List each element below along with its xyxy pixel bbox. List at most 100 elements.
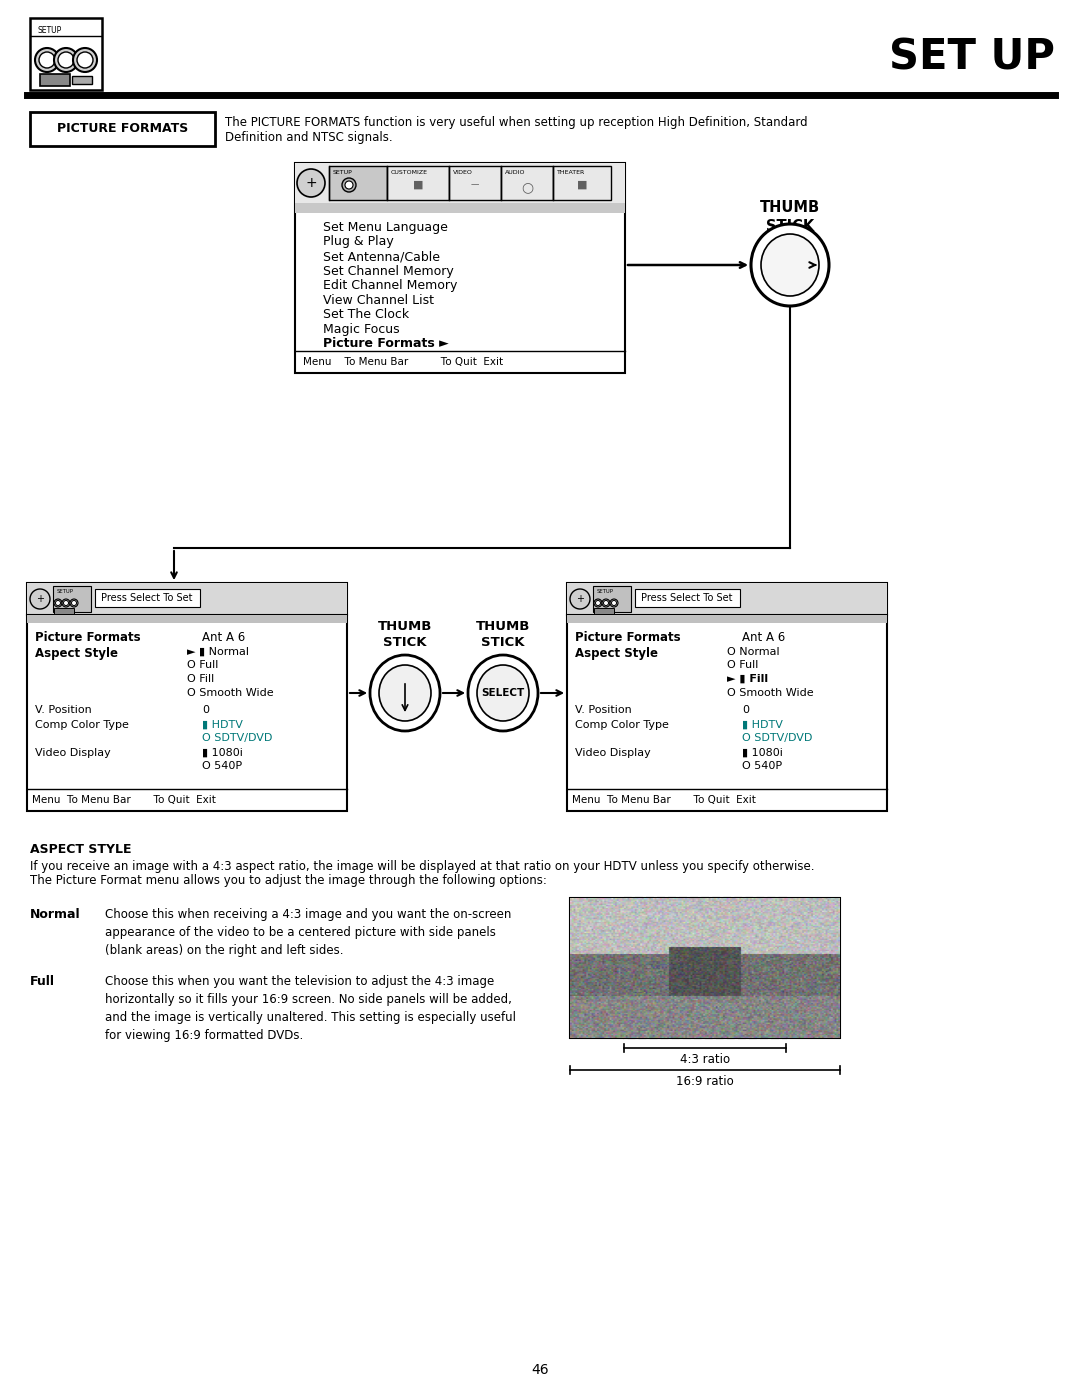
Ellipse shape bbox=[751, 224, 829, 306]
Text: 0: 0 bbox=[742, 705, 750, 715]
Bar bbox=[72, 75, 92, 84]
Text: SELECT: SELECT bbox=[482, 687, 525, 698]
Text: —: — bbox=[471, 180, 480, 189]
Bar bbox=[295, 203, 625, 212]
Circle shape bbox=[39, 52, 55, 68]
Bar bbox=[567, 583, 887, 615]
Text: Press Select To Set: Press Select To Set bbox=[102, 592, 192, 604]
Text: View Channel List: View Channel List bbox=[323, 293, 434, 306]
Text: Full: Full bbox=[30, 975, 55, 988]
Text: Comp Color Type: Comp Color Type bbox=[575, 719, 669, 731]
Text: Menu  To Menu Bar       To Quit  Exit: Menu To Menu Bar To Quit Exit bbox=[32, 795, 216, 805]
Bar bbox=[54, 608, 75, 615]
Text: ▮ 1080i: ▮ 1080i bbox=[202, 747, 243, 759]
Ellipse shape bbox=[477, 665, 529, 721]
Text: AUDIO: AUDIO bbox=[505, 170, 526, 175]
Bar bbox=[567, 615, 887, 623]
Text: Video Display: Video Display bbox=[575, 747, 651, 759]
Bar bbox=[95, 590, 200, 608]
Text: SETUP: SETUP bbox=[57, 590, 73, 594]
Bar bbox=[295, 163, 625, 203]
Bar bbox=[635, 590, 740, 608]
Text: 16:9 ratio: 16:9 ratio bbox=[676, 1076, 734, 1088]
Circle shape bbox=[30, 590, 50, 609]
Circle shape bbox=[595, 601, 600, 605]
Text: +: + bbox=[576, 594, 584, 604]
Circle shape bbox=[604, 601, 608, 605]
Text: THUMB
STICK: THUMB STICK bbox=[476, 620, 530, 650]
Text: Aspect Style: Aspect Style bbox=[575, 647, 658, 659]
Text: O SDTV/DVD: O SDTV/DVD bbox=[742, 733, 812, 743]
Text: Set The Clock: Set The Clock bbox=[323, 307, 409, 321]
Text: Picture Formats: Picture Formats bbox=[575, 631, 680, 644]
Text: Ant A 6: Ant A 6 bbox=[742, 631, 785, 644]
Text: 0: 0 bbox=[202, 705, 210, 715]
Circle shape bbox=[35, 47, 59, 73]
Text: 4:3 ratio: 4:3 ratio bbox=[680, 1053, 730, 1066]
Ellipse shape bbox=[370, 655, 440, 731]
Text: V. Position: V. Position bbox=[575, 705, 632, 715]
Bar bbox=[329, 166, 387, 200]
Text: Menu    To Menu Bar          To Quit  Exit: Menu To Menu Bar To Quit Exit bbox=[303, 358, 503, 367]
Text: If you receive an image with a 4:3 aspect ratio, the image will be displayed at : If you receive an image with a 4:3 aspec… bbox=[30, 861, 814, 873]
Text: SETUP: SETUP bbox=[333, 170, 353, 175]
Text: O Fill: O Fill bbox=[187, 673, 214, 685]
Bar bbox=[27, 583, 347, 615]
Text: Video Display: Video Display bbox=[35, 747, 111, 759]
Text: O 540P: O 540P bbox=[202, 761, 242, 771]
Text: Plug & Play: Plug & Play bbox=[323, 236, 394, 249]
Bar bbox=[449, 166, 501, 200]
Text: Choose this when receiving a 4:3 image and you want the on-screen
appearance of : Choose this when receiving a 4:3 image a… bbox=[105, 908, 511, 957]
Text: ▮ HDTV: ▮ HDTV bbox=[202, 719, 243, 731]
Bar bbox=[53, 585, 91, 612]
Text: Picture Formats ►: Picture Formats ► bbox=[323, 337, 449, 351]
Text: O Full: O Full bbox=[727, 661, 758, 671]
Bar bbox=[387, 166, 449, 200]
Text: Menu  To Menu Bar       To Quit  Exit: Menu To Menu Bar To Quit Exit bbox=[572, 795, 756, 805]
Text: ► ▮ Normal: ► ▮ Normal bbox=[187, 647, 249, 657]
Bar bbox=[593, 585, 631, 612]
Text: 46: 46 bbox=[531, 1363, 549, 1377]
Circle shape bbox=[77, 52, 93, 68]
Text: ○: ○ bbox=[521, 180, 534, 194]
Circle shape bbox=[58, 52, 75, 68]
Circle shape bbox=[54, 599, 62, 608]
Text: VIDEO: VIDEO bbox=[453, 170, 473, 175]
Circle shape bbox=[610, 599, 618, 608]
Text: V. Position: V. Position bbox=[35, 705, 92, 715]
Text: Choose this when you want the television to adjust the 4:3 image
horizontally so: Choose this when you want the television… bbox=[105, 975, 516, 1042]
Text: SET UP: SET UP bbox=[889, 36, 1055, 80]
Text: O Full: O Full bbox=[187, 661, 218, 671]
Text: SETUP: SETUP bbox=[597, 590, 613, 594]
Bar bbox=[570, 898, 840, 1038]
Circle shape bbox=[570, 590, 590, 609]
Text: ► ▮ Fill: ► ▮ Fill bbox=[727, 673, 768, 685]
Text: CUSTOMIZE: CUSTOMIZE bbox=[391, 170, 428, 175]
Text: Comp Color Type: Comp Color Type bbox=[35, 719, 129, 731]
Bar bbox=[501, 166, 553, 200]
Text: Set Menu Language: Set Menu Language bbox=[323, 221, 448, 235]
Circle shape bbox=[55, 601, 60, 605]
Text: Magic Focus: Magic Focus bbox=[323, 323, 400, 335]
Bar bbox=[624, 898, 786, 1038]
Text: ▮ HDTV: ▮ HDTV bbox=[742, 719, 783, 731]
Text: Definition and NTSC signals.: Definition and NTSC signals. bbox=[225, 131, 393, 144]
Text: THEATER: THEATER bbox=[557, 170, 585, 175]
Bar bbox=[27, 583, 347, 812]
Text: O Normal: O Normal bbox=[727, 647, 780, 657]
Text: ▮ 1080i: ▮ 1080i bbox=[742, 747, 783, 759]
Bar bbox=[40, 74, 70, 87]
Text: O Smooth Wide: O Smooth Wide bbox=[727, 687, 813, 697]
Text: +: + bbox=[306, 176, 316, 190]
Circle shape bbox=[54, 47, 78, 73]
Text: Ant A 6: Ant A 6 bbox=[202, 631, 245, 644]
Circle shape bbox=[64, 601, 68, 605]
Circle shape bbox=[611, 601, 617, 605]
Bar bbox=[553, 166, 611, 200]
Text: ■: ■ bbox=[577, 180, 588, 190]
Text: Picture Formats: Picture Formats bbox=[35, 631, 140, 644]
Circle shape bbox=[62, 599, 70, 608]
Text: Set Antenna/Cable: Set Antenna/Cable bbox=[323, 250, 440, 263]
Text: The Picture Format menu allows you to adjust the image through the following opt: The Picture Format menu allows you to ad… bbox=[30, 875, 546, 887]
Circle shape bbox=[70, 599, 78, 608]
